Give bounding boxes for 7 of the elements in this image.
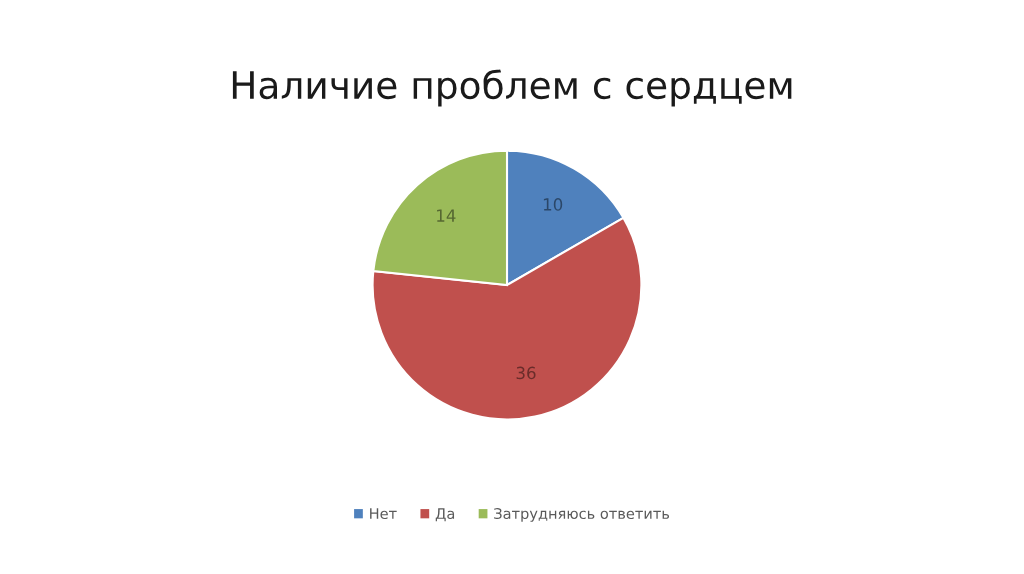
chart-title: Наличие проблем с сердцем (232, 69, 792, 107)
data-label: 36 (516, 366, 536, 380)
data-label: 14 (437, 209, 456, 222)
legend-label: Нет (370, 508, 397, 520)
data-label: 10 (543, 198, 563, 211)
legend-label: Затрудняюсь ответить (494, 508, 670, 522)
legend-label: Да (435, 508, 455, 522)
